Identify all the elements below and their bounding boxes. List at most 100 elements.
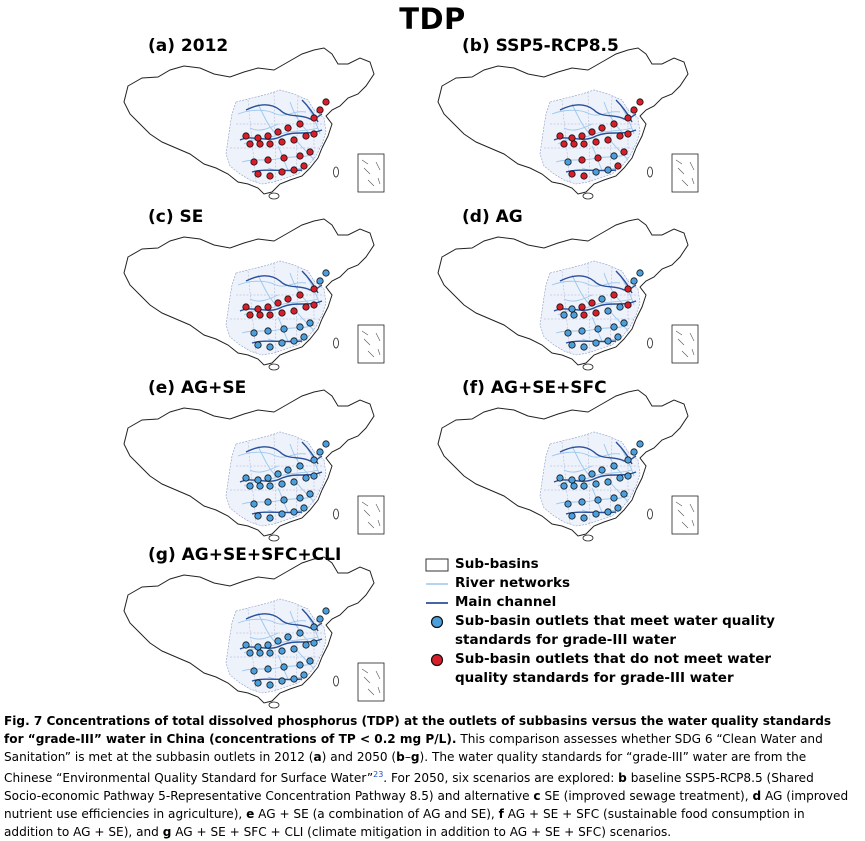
outlet-fail-dot — [306, 148, 314, 156]
outlet-meet-dot — [246, 482, 254, 490]
panel-label: (g) AG+SE+SFC+CLI — [148, 545, 342, 565]
map-panel-g: (g) AG+SE+SFC+CLI — [118, 545, 418, 709]
outlet-meet-dot — [560, 311, 568, 319]
caption-text: AG + SE (a combination of AG and SE), — [254, 807, 499, 822]
river-line — [551, 109, 621, 116]
china-map-a — [123, 47, 385, 200]
river-line — [295, 481, 315, 503]
river-line — [571, 274, 591, 306]
caption-panel-ref: f — [498, 807, 504, 822]
outlet-meet-dot — [296, 661, 304, 669]
outlet-meet-dot — [568, 341, 576, 349]
outlet-fail-dot — [556, 132, 564, 140]
outlet-fail-dot — [278, 309, 286, 317]
outlet-meet-dot — [254, 476, 262, 484]
outlet-meet-dot — [564, 329, 572, 337]
river-line — [257, 103, 277, 135]
outlet-fail-dot — [624, 285, 632, 293]
outlet-fail-dot — [578, 132, 586, 140]
outlet-meet-dot — [278, 480, 286, 488]
inset-frame — [357, 153, 385, 193]
outlet-meet-dot — [322, 440, 330, 448]
river-line — [571, 103, 591, 135]
outlet-meet-dot — [256, 482, 264, 490]
outlet-fail-dot — [620, 148, 628, 156]
inset-boundary — [675, 501, 695, 529]
river-line — [603, 101, 623, 133]
outlet-fail-dot — [616, 132, 624, 140]
outlet-fail-dot — [568, 134, 576, 142]
outlet-fail-dot — [578, 303, 586, 311]
river-line — [295, 648, 315, 670]
caption-panel-ref: g — [410, 750, 420, 764]
outlet-meet-dot — [290, 337, 298, 345]
outlet-meet-dot — [568, 305, 576, 313]
outlet-meet-dot — [284, 466, 292, 474]
outlet-fail-dot — [594, 154, 602, 162]
river-line — [249, 632, 279, 640]
outlet-meet-dot — [560, 482, 568, 490]
outlet-fail-dot — [560, 140, 568, 148]
outlet-meet-dot — [310, 623, 318, 631]
subbasin-boundary — [609, 95, 613, 177]
outlet-meet-dot — [296, 462, 304, 470]
outlet-meet-dot — [568, 512, 576, 520]
outlet-fail-dot — [296, 291, 304, 299]
river-line — [571, 445, 591, 477]
outlet-fail-dot — [604, 136, 612, 144]
outlet-meet-dot — [290, 645, 298, 653]
outlet-meet-dot — [264, 327, 272, 335]
river-line — [257, 274, 277, 306]
outlet-meet-dot — [578, 327, 586, 335]
outlet-meet-dot — [624, 472, 632, 480]
outlet-meet-dot — [264, 641, 272, 649]
outlet-meet-dot — [316, 277, 324, 285]
outlet-fail-dot — [280, 154, 288, 162]
caption-panel-ref: d — [752, 789, 762, 804]
outlet-meet-dot — [254, 679, 262, 687]
outlet-meet-dot — [570, 311, 578, 319]
outlet-meet-dot — [250, 500, 258, 508]
red-dot-icon — [430, 653, 444, 667]
outlet-meet-dot — [302, 474, 310, 482]
outlet-meet-dot — [610, 323, 618, 331]
river-line — [249, 123, 279, 131]
inset-boundary — [361, 501, 381, 529]
figure-caption: Fig. 7 Concentrations of total dissolved… — [4, 712, 854, 841]
outlet-fail-dot — [254, 305, 262, 313]
caption-panel-ref: b — [396, 750, 405, 764]
outlet-meet-dot — [300, 333, 308, 341]
outlet-fail-dot — [624, 114, 632, 122]
outlet-fail-dot — [316, 106, 324, 114]
outlet-meet-dot — [274, 470, 282, 478]
outlet-fail-dot — [246, 140, 254, 148]
outlet-meet-dot — [570, 482, 578, 490]
river-line — [257, 612, 277, 644]
outlet-fail-dot — [624, 130, 632, 138]
inset-frame — [671, 153, 699, 193]
outlet-fail-dot — [284, 124, 292, 132]
legend-label: River networks — [455, 575, 570, 591]
outlet-meet-dot — [278, 339, 286, 347]
china-map-e — [123, 389, 385, 542]
outlet-meet-dot — [592, 480, 600, 488]
outlet-fail-dot — [614, 162, 622, 170]
main-channel-line — [553, 471, 637, 483]
outlet-fail-dot — [310, 114, 318, 122]
subbasin-boundary — [295, 604, 299, 686]
caption-panel-ref: g — [162, 825, 172, 840]
outlet-meet-dot — [594, 325, 602, 333]
legend-item-meet: Sub-basin outlets that meet water qualit… — [425, 613, 775, 651]
outlet-fail-dot — [266, 172, 274, 180]
outlet-meet-dot — [242, 641, 250, 649]
outlet-meet-dot — [266, 649, 274, 657]
legend-item-subbasins: Sub-basins — [425, 556, 755, 575]
outlet-meet-dot — [624, 456, 632, 464]
outlet-fail-dot — [302, 132, 310, 140]
river-line — [603, 443, 623, 475]
citation-link[interactable]: 23 — [373, 770, 384, 779]
south-china-sea-inset — [357, 153, 385, 193]
outlet-fail-dot — [588, 128, 596, 136]
outlet-meet-dot — [280, 496, 288, 504]
outlet-meet-dot — [306, 490, 314, 498]
